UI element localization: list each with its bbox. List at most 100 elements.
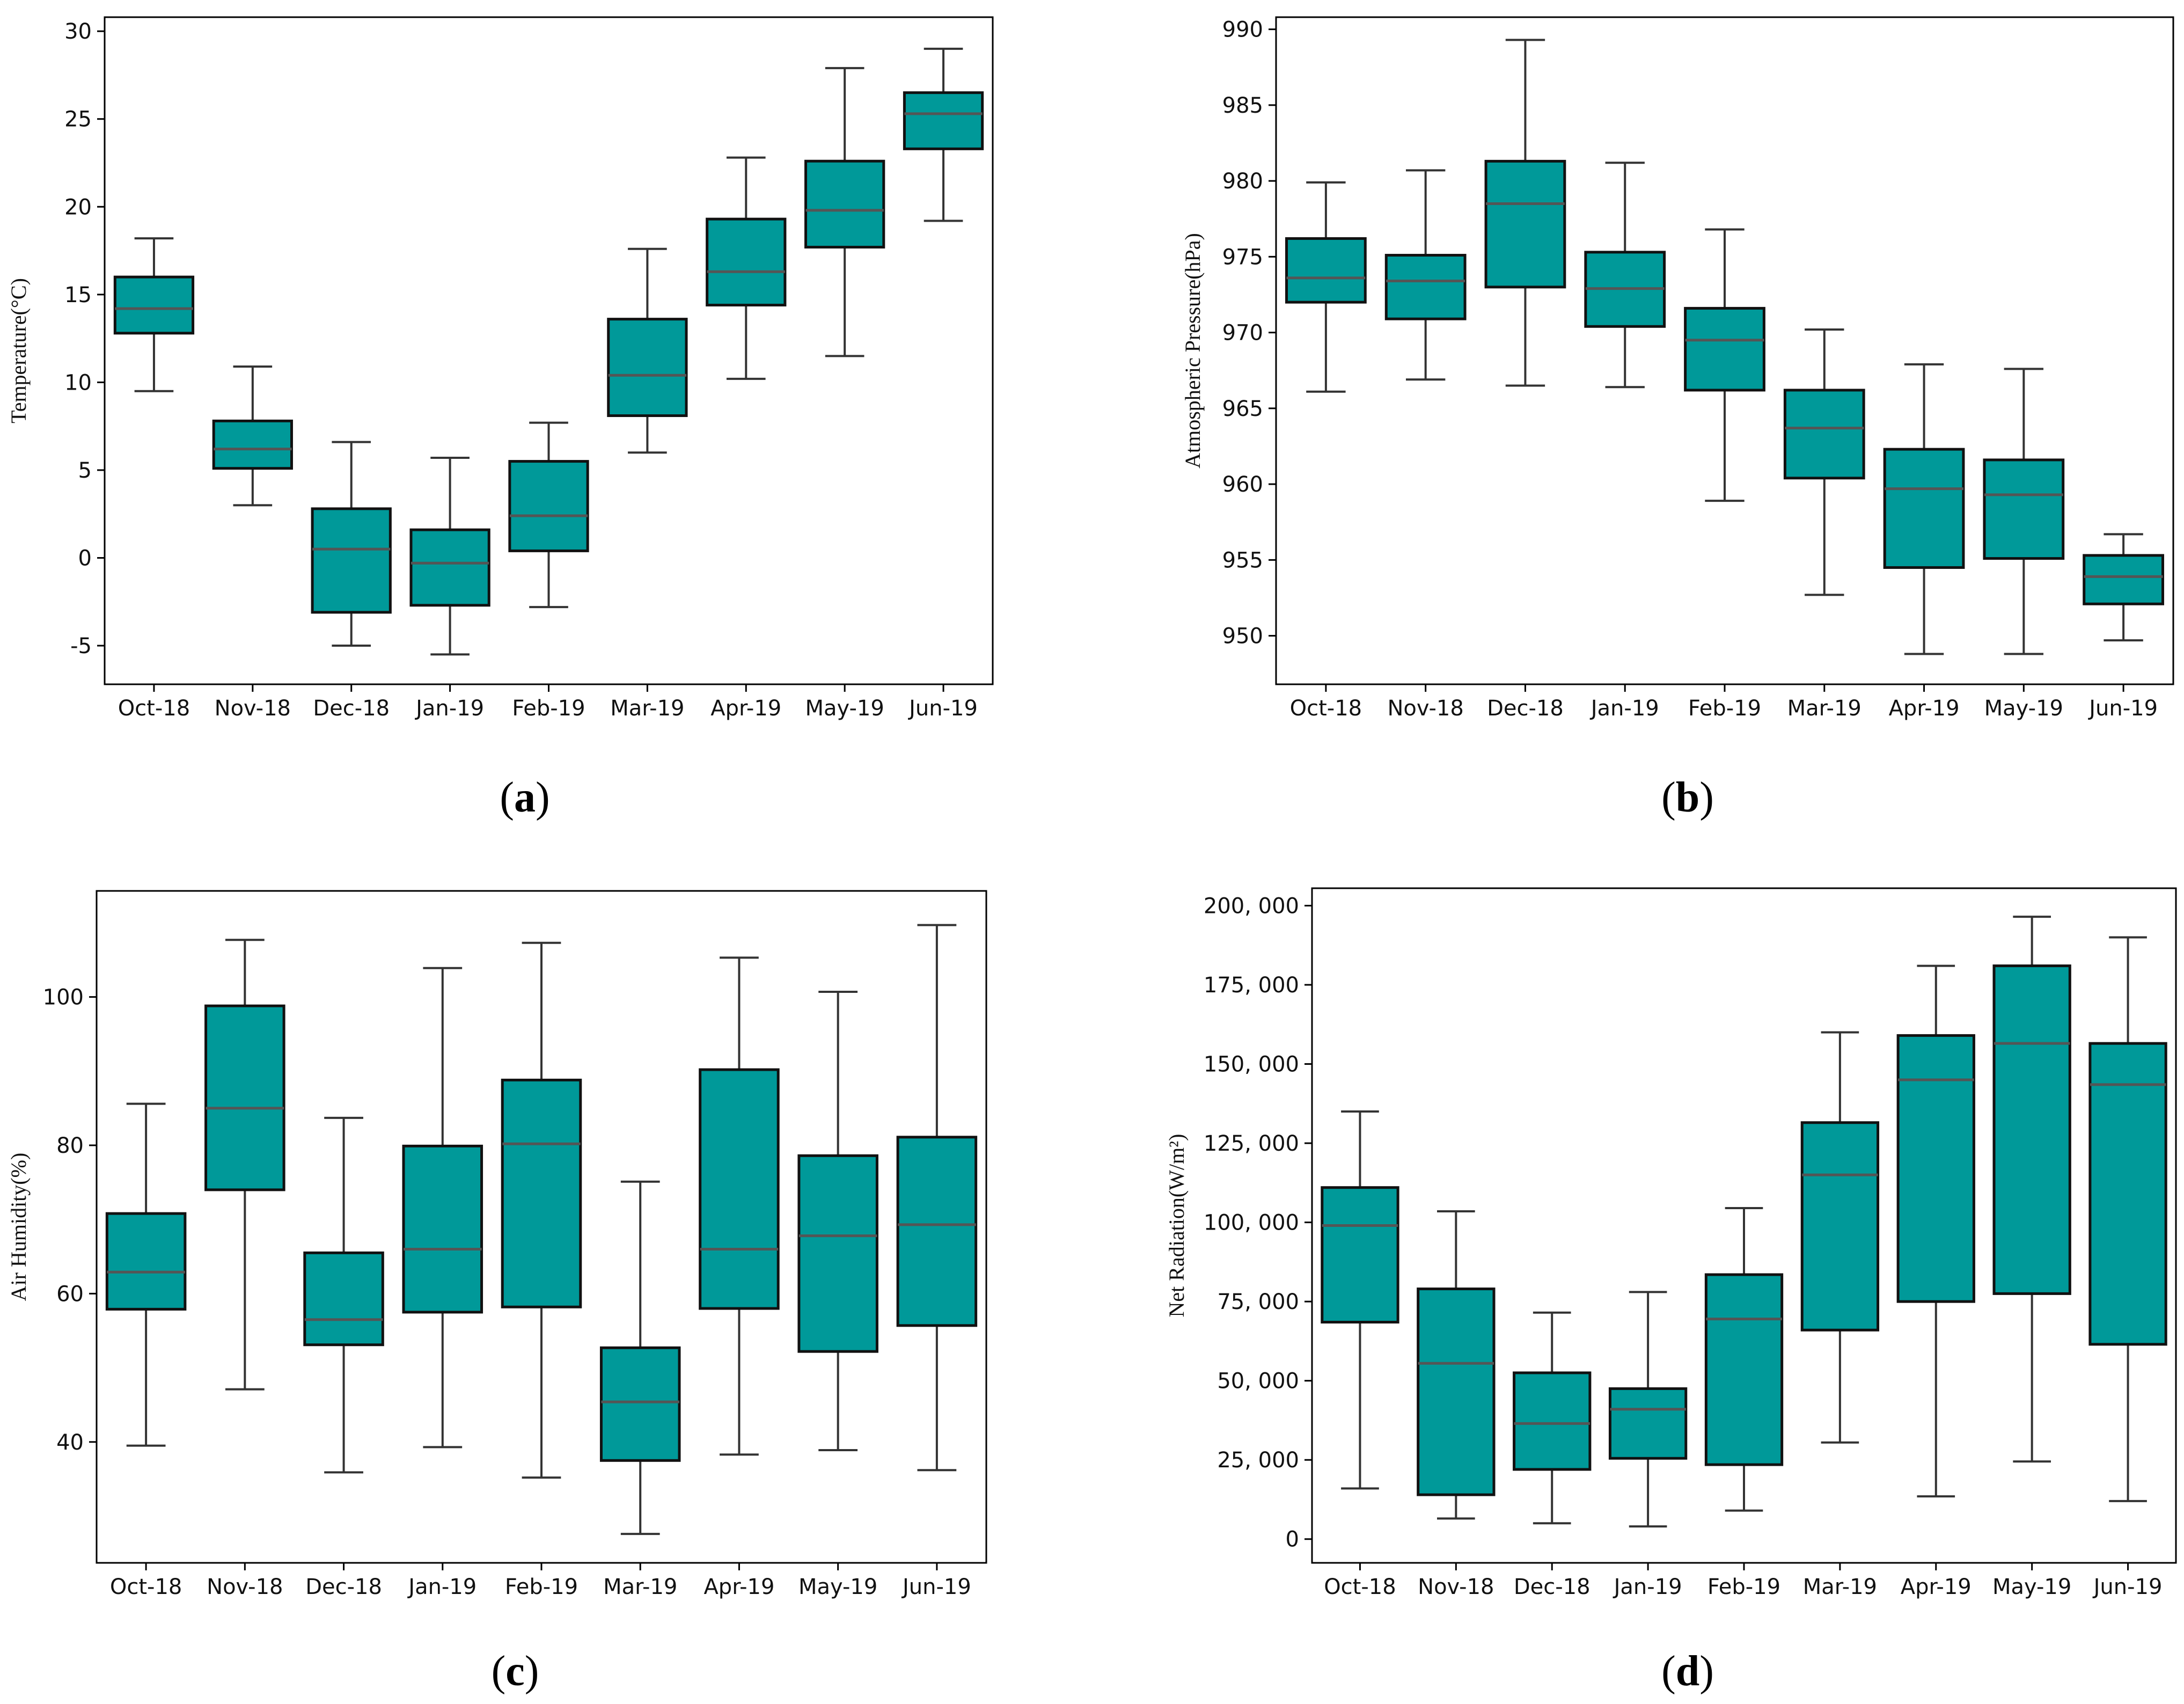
y-tick-label: 60 xyxy=(56,1282,84,1306)
y-tick-label: 75, 000 xyxy=(1217,1290,1299,1314)
box-Dec-18 xyxy=(311,441,392,647)
box-iqr xyxy=(2088,1042,2167,1346)
box-iqr xyxy=(1384,254,1467,320)
x-tick-label: Feb-19 xyxy=(505,1575,578,1599)
y-tick-label: 950 xyxy=(1222,624,1263,649)
box-Jan-19 xyxy=(1584,162,1666,389)
box-iqr xyxy=(508,460,589,552)
box-iqr xyxy=(599,1346,681,1462)
x-tick-label: Apr-19 xyxy=(1901,1575,1972,1599)
box-Dec-18 xyxy=(1484,39,1566,387)
box-Nov-18 xyxy=(204,939,285,1391)
y-tick-label: 40 xyxy=(56,1430,84,1455)
y-tick-label: 5 xyxy=(78,458,92,483)
box-Mar-19 xyxy=(607,247,688,454)
box-iqr xyxy=(409,528,490,607)
box-Oct-18 xyxy=(1321,1110,1399,1490)
x-tick-label: Mar-19 xyxy=(1803,1575,1877,1599)
box-Feb-19 xyxy=(1684,228,1765,502)
box-iqr xyxy=(2083,554,2164,605)
x-tick-label: Jan-19 xyxy=(414,696,484,721)
y-tick-label: 955 xyxy=(1222,548,1263,573)
box-iqr xyxy=(607,318,688,418)
y-tick-label: 15 xyxy=(64,283,92,308)
box-iqr xyxy=(1285,237,1367,304)
box-iqr xyxy=(903,91,984,150)
x-tick-label: May-19 xyxy=(1992,1575,2071,1599)
box-iqr xyxy=(105,1212,187,1311)
box-iqr xyxy=(204,1004,285,1191)
box-Mar-19 xyxy=(1800,1031,1880,1444)
y-tick-label: 200, 000 xyxy=(1204,894,1299,918)
x-tick-label: Oct-18 xyxy=(1290,696,1362,721)
panel-c-air-humidity: 40 60 80 100 Oct-18 Nov-18 Dec-18 Jan-19 Feb-19 M… xyxy=(6,890,987,1599)
y-axis-title: Atmospheric Pressure(hPa) xyxy=(1181,233,1205,469)
panel-a-temperature: -5 0 5 10 15 20 25 30 Oct-18 Nov-18 Dec-18 Jan-19 Fe… xyxy=(6,16,994,721)
box-iqr xyxy=(212,419,293,470)
x-tick-label: Apr-19 xyxy=(710,696,781,721)
box-Jun-19 xyxy=(2083,533,2164,642)
x-tick-label: Oct-18 xyxy=(110,1575,182,1599)
x-tick-label: May-19 xyxy=(805,696,884,721)
box-Mar-19 xyxy=(599,1180,681,1535)
x-tick-label: Jun-19 xyxy=(2087,696,2158,721)
box-iqr xyxy=(113,275,195,335)
box-Nov-18 xyxy=(1417,1210,1496,1520)
box-May-19 xyxy=(804,67,885,357)
x-tick-label: Nov-18 xyxy=(207,1575,283,1599)
y-tick-label: 100, 000 xyxy=(1204,1211,1299,1235)
box-iqr xyxy=(706,217,787,306)
x-tick-label: Dec-18 xyxy=(1487,696,1564,721)
y-tick-label: 985 xyxy=(1222,93,1263,118)
x-tick-label: Oct-18 xyxy=(118,696,190,721)
box-iqr xyxy=(303,1251,384,1347)
x-tick-label: Apr-19 xyxy=(703,1575,774,1599)
y-tick-label: -5 xyxy=(70,634,92,659)
y-tick-label: 25 xyxy=(64,107,92,132)
y-tick-label: 965 xyxy=(1222,397,1263,421)
y-axis-title: Air Humidity(%) xyxy=(6,1153,31,1301)
box-Apr-19 xyxy=(706,156,787,380)
box-Feb-19 xyxy=(501,941,582,1479)
box-iqr xyxy=(1783,389,1865,480)
x-tick-label: Jun-19 xyxy=(907,696,978,721)
box-Mar-19 xyxy=(1783,328,1865,596)
y-tick-label: 80 xyxy=(56,1133,84,1158)
x-tick-label: Feb-19 xyxy=(1707,1575,1780,1599)
box-iqr xyxy=(1992,964,2071,1295)
y-tick-label: 975 xyxy=(1222,245,1263,269)
box-iqr xyxy=(804,159,885,249)
x-tick-label: Jun-19 xyxy=(2092,1575,2163,1599)
box-May-19 xyxy=(1983,368,2065,655)
box-Jun-19 xyxy=(896,924,978,1472)
box-iqr xyxy=(501,1078,582,1308)
x-tick-label: Jun-19 xyxy=(901,1575,971,1599)
box-Jan-19 xyxy=(402,967,483,1449)
x-tick-label: Dec-18 xyxy=(1514,1575,1591,1599)
y-tick-label: 960 xyxy=(1222,472,1263,497)
y-axis-title: Temperature(°C) xyxy=(6,278,31,423)
box-Jun-19 xyxy=(2088,936,2167,1502)
x-tick-label: Mar-19 xyxy=(1787,696,1861,721)
x-tick-label: May-19 xyxy=(1984,696,2063,721)
x-tick-label: Dec-18 xyxy=(313,696,390,721)
x-tick-label: Jan-19 xyxy=(1589,696,1659,721)
y-tick-label: 20 xyxy=(64,195,92,220)
box-iqr xyxy=(1704,1273,1784,1466)
y-axis-title: Net Radiation(W/m²) xyxy=(1164,1134,1189,1318)
panel-d-net-radiation: 0 25, 000 50, 000 75, 000 100, 000 125, 000 15… xyxy=(1164,887,2177,1599)
box-iqr xyxy=(1513,1371,1592,1471)
caption-a: (a) xyxy=(500,774,549,821)
box-iqr xyxy=(699,1068,780,1310)
y-tick-label: 100 xyxy=(43,985,84,1010)
y-tick-label: 25, 000 xyxy=(1217,1448,1299,1473)
x-tick-label: Mar-19 xyxy=(610,696,684,721)
box-Dec-18 xyxy=(303,1116,384,1474)
box-iqr xyxy=(1608,1387,1688,1460)
y-tick-label: 970 xyxy=(1222,321,1263,346)
x-tick-label: Nov-18 xyxy=(215,696,291,721)
box-iqr xyxy=(1321,1186,1399,1323)
caption-d: (d) xyxy=(1661,1648,1714,1695)
box-Jan-19 xyxy=(1608,1291,1688,1528)
x-tick-label: Oct-18 xyxy=(1324,1575,1396,1599)
